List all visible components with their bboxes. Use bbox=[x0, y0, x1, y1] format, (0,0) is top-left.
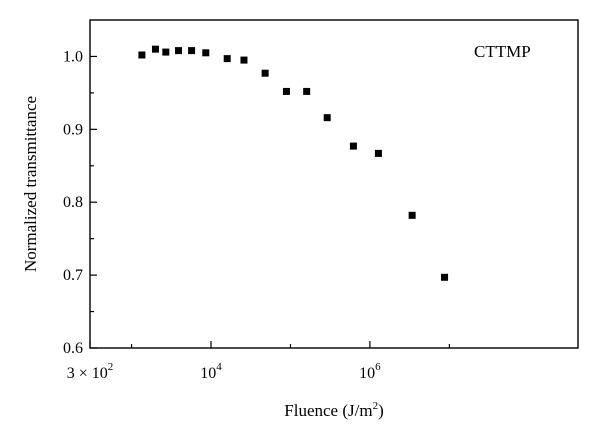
x-tick-label: 106 bbox=[359, 361, 381, 382]
x-tick-label-base: 3 × 10 bbox=[67, 365, 108, 382]
y-tick-label: 0.9 bbox=[63, 121, 83, 138]
x-axis-title-sup: 2 bbox=[373, 400, 379, 412]
data-point bbox=[175, 47, 183, 55]
data-point bbox=[240, 56, 248, 64]
data-point bbox=[303, 87, 311, 95]
x-tick-label: 3 × 102 bbox=[67, 361, 114, 382]
legend-label: CTTMP bbox=[474, 42, 531, 61]
data-point bbox=[188, 47, 196, 55]
data-point bbox=[202, 49, 210, 57]
y-axis-title: Normalized transmittance bbox=[21, 96, 40, 272]
data-point bbox=[408, 211, 416, 219]
data-point bbox=[349, 142, 357, 150]
data-point bbox=[441, 273, 449, 281]
data-point bbox=[261, 69, 269, 77]
y-tick-label: 0.7 bbox=[63, 267, 83, 284]
data-point bbox=[138, 51, 146, 59]
plot-frame bbox=[89, 19, 579, 349]
y-axis-ticks: 0.6 0.7 0.8 0.9 1.0 bbox=[63, 48, 97, 357]
y-tick-label: 0.8 bbox=[63, 194, 83, 211]
y-tick-label: 0.6 bbox=[63, 340, 83, 357]
data-point bbox=[162, 48, 170, 56]
data-point bbox=[223, 55, 231, 63]
x-tick-label-exp: 2 bbox=[108, 361, 114, 373]
x-tick-label-exp: 6 bbox=[375, 361, 381, 373]
data-point bbox=[151, 45, 159, 53]
x-axis-title-main: Fluence (J/m bbox=[284, 401, 372, 420]
x-axis-ticks: 3 × 102 104 106 bbox=[67, 341, 450, 382]
x-tick-label-base: 10 bbox=[359, 365, 375, 382]
data-point bbox=[323, 114, 331, 122]
x-tick-label: 104 bbox=[200, 361, 222, 382]
x-tick-label-base: 10 bbox=[200, 365, 216, 382]
y-tick-label: 1.0 bbox=[63, 48, 83, 65]
x-tick-label-exp: 4 bbox=[216, 361, 222, 373]
data-point bbox=[282, 87, 290, 95]
x-axis-title: Fluence (J/m2) bbox=[284, 400, 383, 420]
data-point bbox=[374, 149, 382, 157]
x-axis-title-close: ) bbox=[378, 401, 384, 420]
data-points bbox=[138, 45, 449, 281]
